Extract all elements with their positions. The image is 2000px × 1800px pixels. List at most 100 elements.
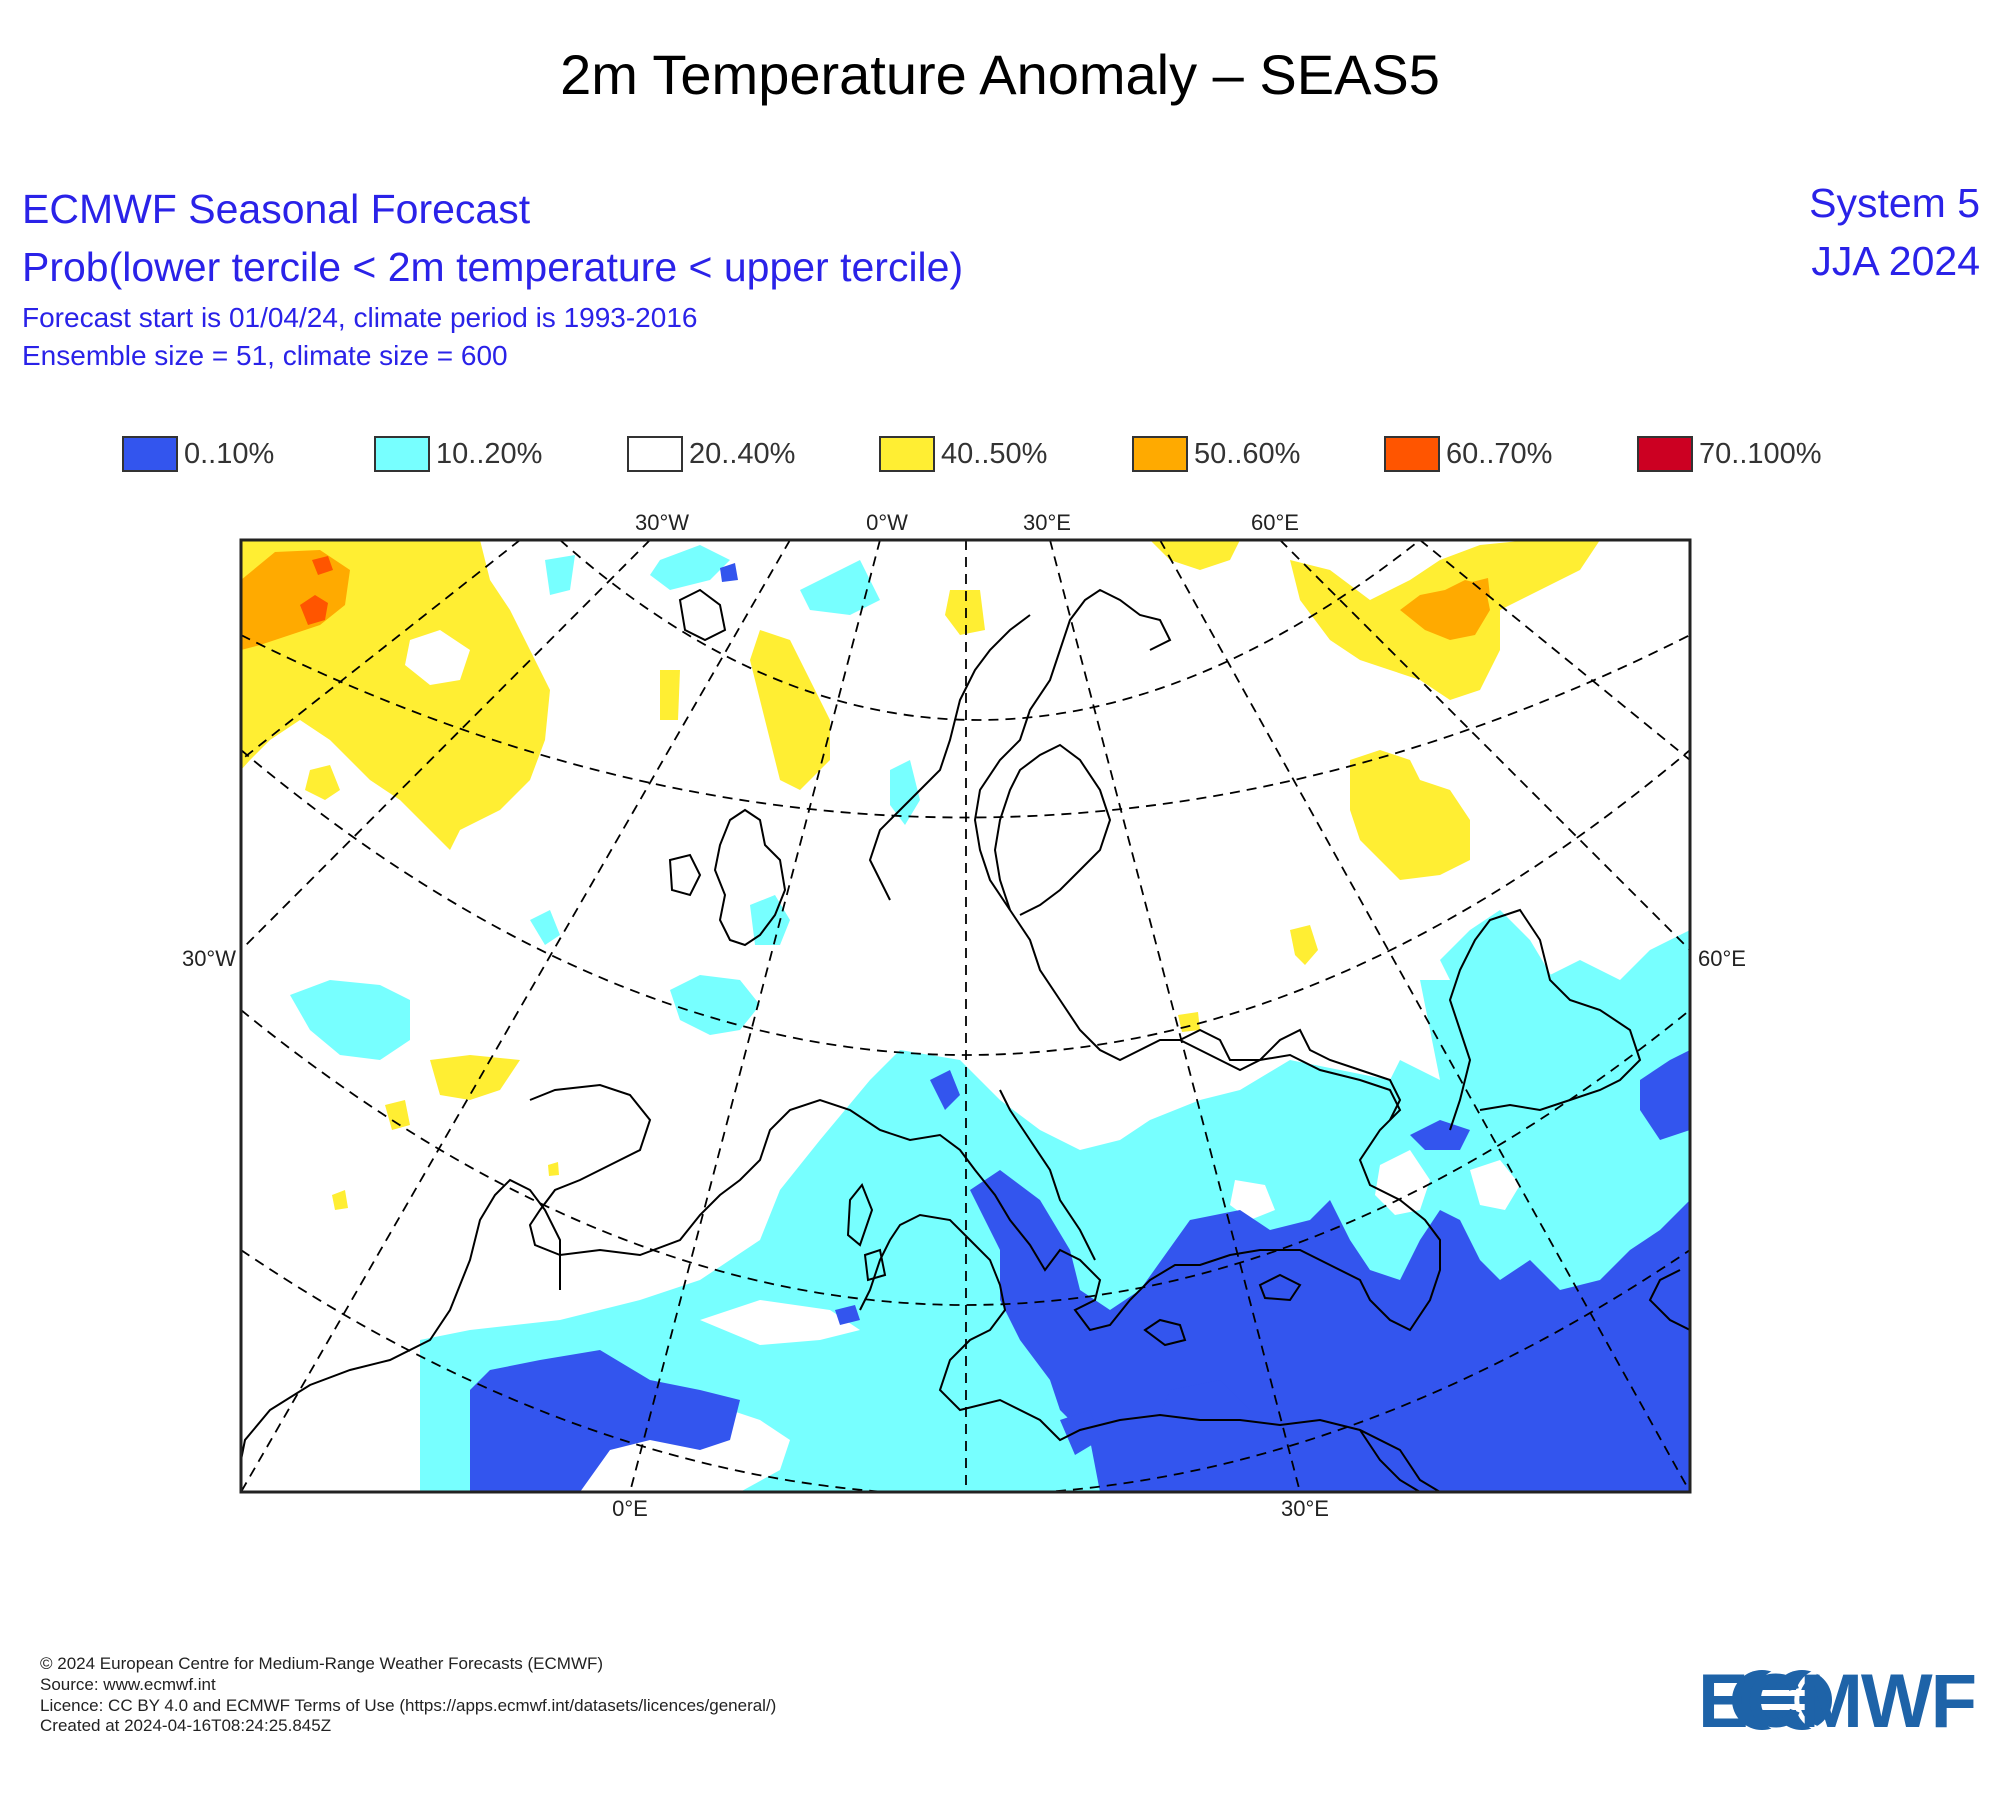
- anomaly-region: [945, 590, 985, 635]
- axis-labels: 30°W 0°W 30°E 60°E 30°W 60°E 0°E 30°E: [182, 510, 1746, 1521]
- season-label: JJA 2024: [1811, 238, 1980, 284]
- footer-licence: Licence: CC BY 4.0 and ECMWF Terms of Us…: [40, 1696, 777, 1715]
- legend-label: 60..70%: [1446, 437, 1553, 470]
- legend-label: 20..40%: [689, 437, 796, 470]
- latitude-line: [241, 1009, 1690, 1306]
- coastline: [1143, 1318, 1187, 1347]
- coastline: [1359, 1429, 1421, 1492]
- coastline: [846, 1183, 874, 1247]
- anomaly-region: [890, 760, 920, 825]
- longitude-line: [1159, 540, 1690, 1492]
- footer-copyright: © 2024 European Centre for Medium-Range …: [40, 1654, 604, 1673]
- legend-swatch: [1637, 436, 1693, 472]
- anomaly-region: [1400, 580, 1490, 640]
- system-label: System 5: [1809, 180, 1980, 226]
- graticule: [241, 540, 1690, 1492]
- legend-item: 0..10%: [122, 434, 274, 474]
- coastline: [1448, 908, 1642, 1131]
- page-title: 2m Temperature Anomaly – SEAS5: [560, 43, 1440, 106]
- anomaly-region: [312, 556, 333, 575]
- top-lon-label: 60°E: [1251, 510, 1299, 535]
- coastline: [668, 853, 702, 897]
- bottom-lon-label: 30°E: [1281, 1496, 1329, 1521]
- anomaly-region: [930, 1070, 960, 1110]
- map-area: [241, 540, 1690, 1492]
- anomaly-region: [660, 670, 680, 720]
- anomaly-region: [290, 980, 410, 1060]
- anomaly-region: [1178, 1012, 1200, 1032]
- coastline: [713, 808, 787, 947]
- legend-item: 50..60%: [1132, 434, 1300, 474]
- anomaly-region: [1150, 540, 1240, 570]
- longitude-line: [241, 540, 791, 1492]
- legend-swatch: [122, 436, 178, 472]
- coastline: [1179, 1028, 1402, 1121]
- anomaly-region: [1640, 1050, 1690, 1140]
- anomaly-region: [385, 1100, 410, 1130]
- anomaly-region: [1440, 910, 1620, 1100]
- anomaly-region: [1410, 1120, 1470, 1150]
- bottom-lon-label: 0°E: [612, 1496, 648, 1521]
- top-lon-label: 30°E: [1023, 510, 1071, 535]
- coastline: [999, 1089, 1096, 1261]
- anomaly-region: [241, 550, 350, 650]
- red-orange-regions: [300, 556, 333, 625]
- legend-item: 20..40%: [627, 434, 795, 474]
- coastlines: [241, 588, 1690, 1492]
- anomaly-region: [300, 595, 328, 625]
- anomaly-region: [530, 910, 560, 945]
- anomaly-region: [1290, 925, 1318, 965]
- latitude-line: [559, 540, 1421, 721]
- anomaly-region: [800, 560, 880, 615]
- right-lon-label: 60°E: [1698, 946, 1746, 971]
- ecmwf-logo-icon: [1732, 1669, 1832, 1731]
- anomaly-region: [750, 895, 790, 945]
- coastline: [1648, 1269, 1690, 1331]
- map-frame: [239, 538, 1692, 1494]
- longitude-line: [629, 540, 881, 1492]
- anomaly-region: [1350, 750, 1470, 880]
- anomaly-region: [670, 975, 760, 1035]
- legend-label: 10..20%: [436, 437, 543, 470]
- ecmwf-logo-text: ECMWF: [1698, 1659, 1977, 1744]
- anomaly-region: [332, 1190, 348, 1210]
- anomaly-region: [1060, 1410, 1100, 1455]
- anomaly-region: [405, 630, 470, 685]
- anomaly-region: [305, 765, 340, 800]
- top-lon-label: 0°W: [866, 510, 908, 535]
- anomaly-region: [430, 1055, 520, 1100]
- anomaly-region: [650, 545, 730, 590]
- probability-description: Prob(lower tercile < 2m temperature < up…: [22, 244, 964, 290]
- forecast-heading: ECMWF Seasonal Forecast: [22, 186, 531, 232]
- coastline: [993, 743, 1112, 916]
- blue-regions: [470, 563, 1690, 1492]
- anomaly-region: [1470, 1160, 1520, 1210]
- coastline: [868, 614, 1031, 901]
- coastline: [863, 1248, 887, 1282]
- legend-swatch: [879, 436, 935, 472]
- top-lon-label: 30°W: [635, 510, 689, 535]
- longitude-line: [1419, 540, 1690, 761]
- legend-label: 40..50%: [941, 437, 1048, 470]
- coastline: [1258, 1273, 1302, 1302]
- longitude-line: [241, 540, 651, 951]
- legend-label: 70..100%: [1699, 437, 1822, 470]
- longitude-line: [241, 540, 521, 761]
- legend-label: 0..10%: [184, 437, 275, 470]
- legend-swatch: [627, 436, 683, 472]
- longitude-line: [1049, 540, 1301, 1492]
- anomaly-region: [835, 1305, 860, 1325]
- anomaly-region: [1375, 1150, 1430, 1215]
- coastline: [859, 1213, 1441, 1492]
- footer-created: Created at 2024-04-16T08:24:25.845Z: [40, 1716, 332, 1735]
- legend-item: 70..100%: [1637, 434, 1822, 474]
- anomaly-region: [470, 1350, 740, 1492]
- anomaly-region: [700, 1300, 860, 1345]
- legend-label: 50..60%: [1194, 437, 1301, 470]
- anomaly-region: [1230, 1180, 1275, 1220]
- legend-item: 10..20%: [374, 434, 542, 474]
- anomaly-region: [1472, 578, 1490, 598]
- forecast-start-info: Forecast start is 01/04/24, climate peri…: [22, 302, 698, 333]
- anomaly-region: [750, 630, 830, 790]
